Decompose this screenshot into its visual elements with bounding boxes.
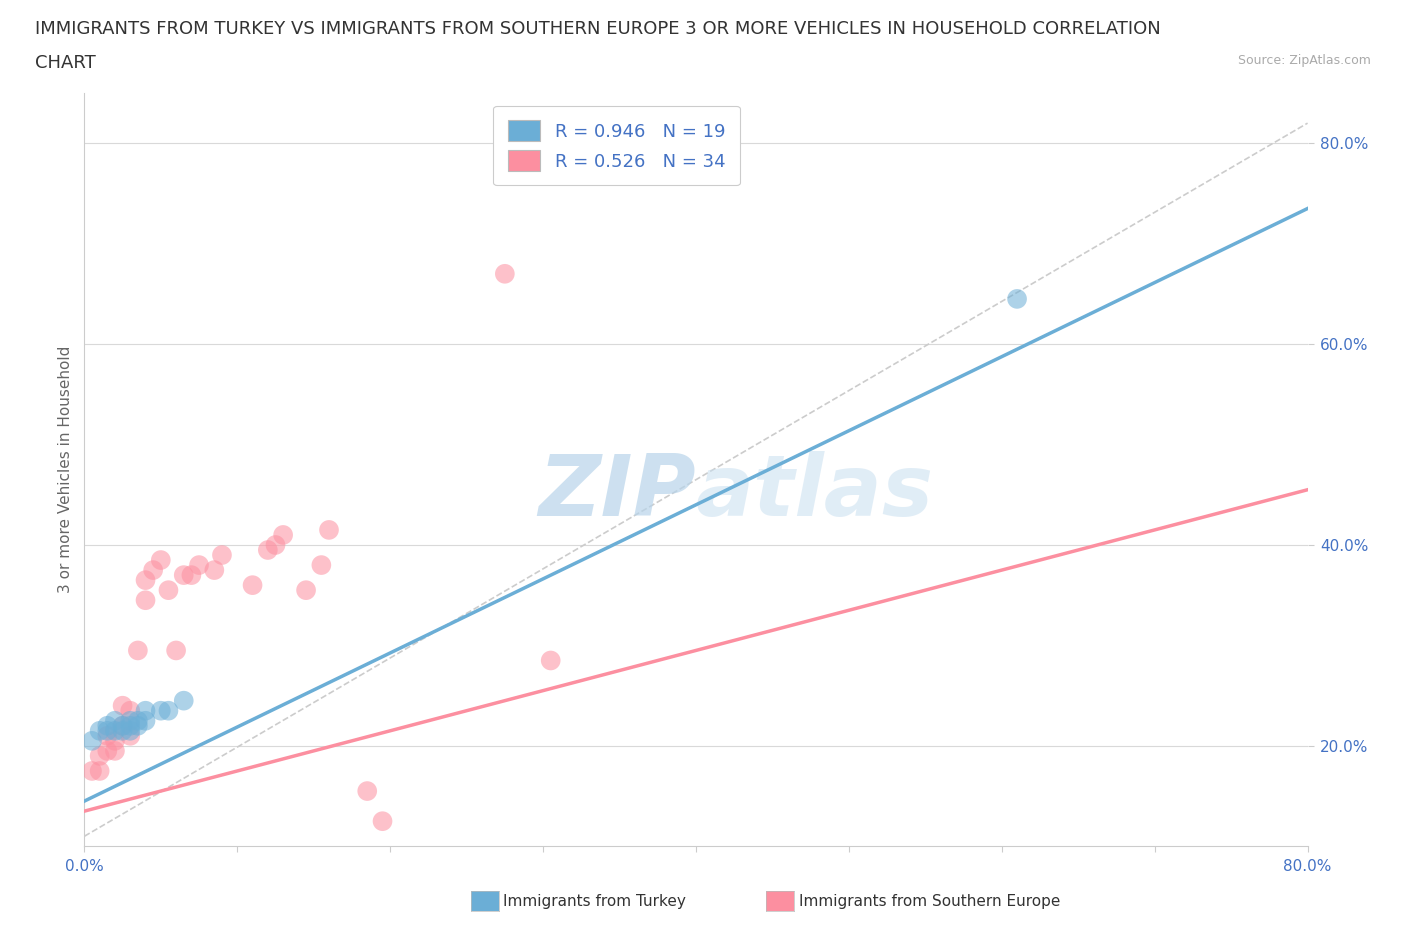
Point (96, 718, 118, 733)
Point (242, 578, 264, 592)
Point (111, 718, 134, 733)
Point (173, 567, 195, 582)
Point (180, 567, 202, 582)
Point (111, 698, 134, 713)
Point (104, 724, 127, 738)
Point (494, 266, 516, 281)
Point (135, 713, 157, 728)
Y-axis label: 3 or more Vehicles in Household: 3 or more Vehicles in Household (58, 346, 73, 593)
Point (157, 583, 180, 598)
Point (202, 563, 225, 578)
Point (96, 724, 118, 738)
Point (127, 718, 149, 733)
Point (89, 764, 111, 778)
Point (89, 749, 111, 764)
Point (104, 713, 127, 728)
Text: IMMIGRANTS FROM TURKEY VS IMMIGRANTS FROM SOUTHERN EUROPE 3 OR MORE VEHICLES IN : IMMIGRANTS FROM TURKEY VS IMMIGRANTS FRO… (35, 20, 1161, 38)
Point (173, 693, 195, 708)
Point (120, 728, 142, 743)
Point (318, 523, 340, 538)
Point (142, 563, 165, 578)
Point (257, 542, 280, 557)
Text: ZIP: ZIP (538, 451, 696, 534)
Point (1005, 291, 1028, 306)
Point (104, 743, 127, 758)
Point (111, 718, 134, 733)
Point (371, 814, 394, 829)
Legend: R = 0.946   N = 19, R = 0.526   N = 34: R = 0.946 N = 19, R = 0.526 N = 34 (494, 106, 740, 185)
Point (120, 713, 142, 728)
Point (356, 784, 378, 799)
Point (264, 538, 287, 552)
Point (271, 527, 294, 542)
Point (149, 703, 172, 718)
Point (135, 703, 157, 718)
Text: atlas: atlas (696, 451, 934, 534)
Text: Source: ZipAtlas.com: Source: ZipAtlas.com (1237, 54, 1371, 67)
Point (89, 724, 111, 738)
Text: Immigrants from Southern Europe: Immigrants from Southern Europe (799, 894, 1060, 909)
Point (80, 734, 103, 749)
Point (188, 558, 211, 573)
Text: Immigrants from Turkey: Immigrants from Turkey (503, 894, 686, 909)
Point (127, 713, 149, 728)
Point (295, 583, 318, 598)
Point (311, 558, 333, 573)
Point (120, 724, 142, 738)
Text: CHART: CHART (35, 54, 96, 72)
Point (157, 703, 180, 718)
Point (120, 703, 142, 718)
Point (135, 573, 157, 588)
Point (127, 643, 149, 658)
Point (104, 734, 127, 749)
Point (96, 728, 118, 743)
Point (211, 548, 233, 563)
Point (80, 764, 103, 778)
Point (540, 653, 562, 668)
Point (120, 718, 142, 733)
Point (165, 643, 187, 658)
Point (135, 592, 157, 607)
Point (149, 552, 172, 567)
Point (111, 724, 134, 738)
Point (96, 743, 118, 758)
